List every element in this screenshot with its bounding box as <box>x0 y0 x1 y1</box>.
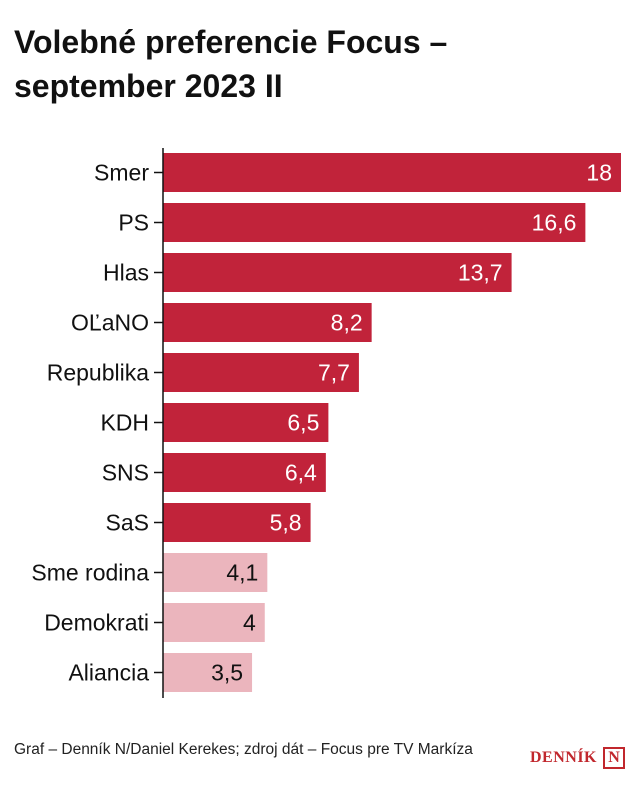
category-label-demokrati: Demokrati <box>44 610 149 636</box>
category-label-hlas: Hlas <box>103 260 149 286</box>
bar-o-ano <box>163 303 372 342</box>
bar-chart: Smer 18 PS 16,6 Hlas 13,7 OĽaNO 8,2 Republika 7,7… <box>31 148 621 698</box>
bar-sns <box>163 453 326 492</box>
bar-demokrati <box>163 603 265 642</box>
bar-sme-rodina <box>163 553 268 592</box>
bar-smer <box>163 153 621 192</box>
logo-wordmark: DENNÍK <box>529 749 597 766</box>
value-label-sns: 6,4 <box>285 460 317 486</box>
category-label-sns: SNS <box>102 460 149 486</box>
logo-n-mark: N <box>603 747 625 769</box>
dennik-n-logo: DENNÍK N <box>515 743 625 773</box>
source-note: Graf – Denník N/Daniel Kerekes; zdroj dá… <box>14 741 473 758</box>
value-label-kdh: 6,5 <box>287 410 319 436</box>
bar-republika <box>163 353 359 392</box>
value-label-o-ano: 8,2 <box>331 310 363 336</box>
value-label-ps: 16,6 <box>532 210 577 236</box>
bar-ps <box>163 203 586 242</box>
value-label-smer: 18 <box>586 160 612 186</box>
category-label-aliancia: Aliancia <box>68 660 149 686</box>
chart-title: Volebné preferencie Focus – september 20… <box>14 20 614 108</box>
category-label-republika: Republika <box>47 360 149 386</box>
bar-aliancia <box>163 653 253 692</box>
category-label-kdh: KDH <box>100 410 149 436</box>
value-label-sas: 5,8 <box>270 510 302 536</box>
category-label-sas: SaS <box>106 510 149 536</box>
category-label-sme-rodina: Sme rodina <box>31 560 149 586</box>
chart-title-line-1: Volebné preferencie Focus – <box>14 24 448 60</box>
value-label-aliancia: 3,5 <box>211 660 243 686</box>
chart-title-line-2: september 2023 II <box>14 68 283 104</box>
category-label-smer: Smer <box>94 160 149 186</box>
bar-hlas <box>163 253 512 292</box>
bar-sas <box>163 503 311 542</box>
value-label-republika: 7,7 <box>318 360 350 386</box>
value-label-demokrati: 4 <box>243 610 256 636</box>
category-label-o-ano: OĽaNO <box>71 310 149 336</box>
value-label-hlas: 13,7 <box>458 260 503 286</box>
category-label-ps: PS <box>118 210 149 236</box>
bar-kdh <box>163 403 329 442</box>
value-label-sme-rodina: 4,1 <box>226 560 258 586</box>
